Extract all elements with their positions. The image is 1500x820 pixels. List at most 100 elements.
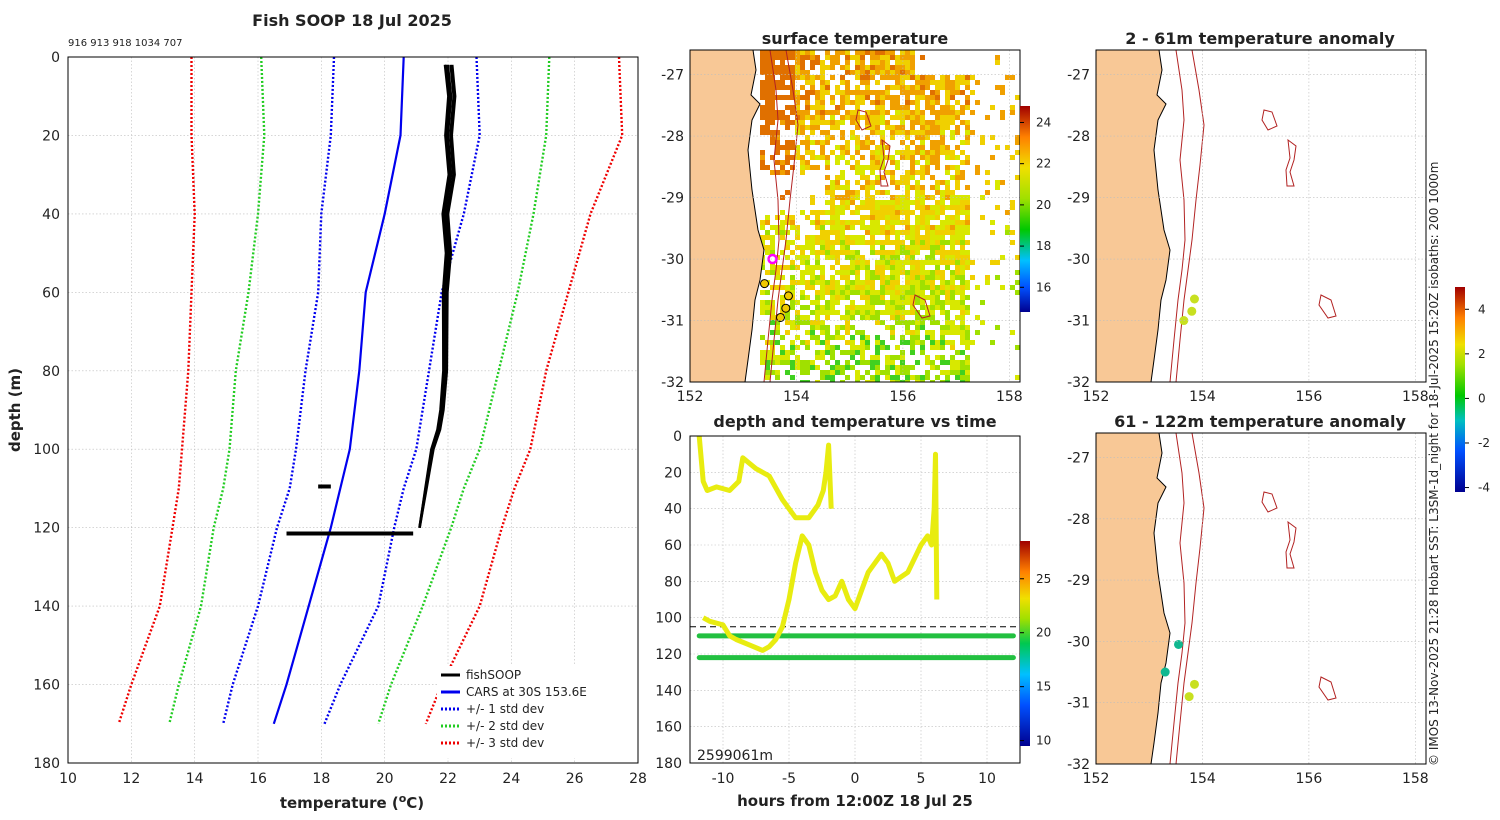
sst-pixel <box>860 340 865 345</box>
sst-pixel <box>775 325 780 330</box>
sst-pixel <box>890 365 895 370</box>
sst-pixel <box>945 80 950 85</box>
sst-pixel <box>810 150 815 155</box>
sst-pixel <box>930 230 935 235</box>
sst-pixel <box>965 375 970 380</box>
anom-bottom-isobath-1000 <box>1175 433 1205 764</box>
sst-pixel <box>840 370 845 375</box>
sst-pixel <box>890 355 895 360</box>
sst-pixel <box>820 305 825 310</box>
time-xtick-label: -5 <box>782 771 796 787</box>
sst-pixel <box>940 300 945 305</box>
sst-pixel <box>965 255 970 260</box>
sst-pixel <box>875 370 880 375</box>
sst-pixel <box>985 280 990 285</box>
sst-pixel <box>780 345 785 350</box>
sst-pixel <box>915 90 920 95</box>
anom-top-panel: 2 - 61m temperature anomaly 152 154 156 158… <box>1067 29 1429 405</box>
sst-pixel <box>915 150 920 155</box>
sst-pixel <box>955 215 960 220</box>
profile-xtick-label: 12 <box>122 771 140 787</box>
sst-pixel <box>850 255 855 260</box>
sst-pixel <box>800 165 805 170</box>
sst-pixel <box>920 185 925 190</box>
sst-pixel <box>900 110 905 115</box>
sst-pixel <box>925 210 930 215</box>
sst-pixel <box>965 100 970 105</box>
sst-pixel <box>930 360 935 365</box>
sst-pixel <box>940 360 945 365</box>
sst-pixel <box>860 315 865 320</box>
sst-pixel <box>775 285 780 290</box>
sst-pixel <box>845 315 850 320</box>
sst-pixel <box>920 120 925 125</box>
sst-pixel <box>770 85 775 90</box>
sst-ytick-label: -31 <box>661 314 684 330</box>
profile-ytick-label: 140 <box>33 599 60 615</box>
sst-pixel <box>895 65 900 70</box>
sst-pixel <box>945 260 950 265</box>
sst-pixel <box>955 230 960 235</box>
sst-pixel <box>950 370 955 375</box>
sst-pixel <box>850 310 855 315</box>
legend-item-std1: +/- 1 std dev <box>466 702 544 716</box>
sst-pixel <box>800 50 805 55</box>
sst-pixel <box>1010 230 1015 235</box>
sst-pixel <box>845 265 850 270</box>
sst-pixel <box>770 225 775 230</box>
sst-xtick-label: 158 <box>996 389 1023 405</box>
sst-pixel <box>845 360 850 365</box>
sst-pixel <box>905 100 910 105</box>
sst-pixel <box>885 360 890 365</box>
profile-ytick-label: 100 <box>33 442 60 458</box>
anom-bottom-ytick-label: -29 <box>1067 573 1090 589</box>
sst-pixel <box>935 90 940 95</box>
sst-pixel <box>890 55 895 60</box>
sst-pixel <box>970 340 975 345</box>
sst-pixel <box>915 320 920 325</box>
sst-pixel <box>855 85 860 90</box>
sst-pixel <box>935 340 940 345</box>
sst-pixel <box>950 290 955 295</box>
sst-pixel <box>945 150 950 155</box>
sst-pixel <box>790 65 795 70</box>
sst-pixel <box>830 345 835 350</box>
sst-pixel <box>915 95 920 100</box>
profile-series--1-std <box>323 56 481 725</box>
sst-pixel <box>940 325 945 330</box>
sst-pixel <box>870 245 875 250</box>
sst-pixel <box>920 290 925 295</box>
sst-pixel <box>800 140 805 145</box>
sst-pixel <box>825 190 830 195</box>
anom-top-ytick-label: -31 <box>1067 314 1090 330</box>
sst-pixel <box>880 90 885 95</box>
sst-pixel <box>910 320 915 325</box>
sst-pixel <box>935 160 940 165</box>
sst-pixel <box>920 55 925 60</box>
sst-pixel <box>785 190 790 195</box>
sst-pixel <box>860 305 865 310</box>
sst-pixel <box>905 65 910 70</box>
sst-pixel <box>765 270 770 275</box>
sst-pixel <box>900 140 905 145</box>
sst-pixel <box>865 340 870 345</box>
sst-pixel <box>895 250 900 255</box>
sst-pixel <box>900 320 905 325</box>
sst-pixel <box>845 250 850 255</box>
sst-pixel <box>875 145 880 150</box>
sst-pixel <box>800 275 805 280</box>
sst-pixel <box>810 300 815 305</box>
sst-pixel <box>905 325 910 330</box>
sst-pixel <box>815 125 820 130</box>
sst-pixel <box>860 90 865 95</box>
sst-pixel <box>965 130 970 135</box>
sst-pixel <box>935 150 940 155</box>
sst-pixel <box>805 90 810 95</box>
sst-pixel <box>810 125 815 130</box>
anom-bottom-coastline <box>1150 433 1171 764</box>
sst-pixel <box>820 80 825 85</box>
sst-pixel <box>875 275 880 280</box>
sst-pixel <box>950 355 955 360</box>
sst-pixel <box>815 220 820 225</box>
sst-pixel <box>805 105 810 110</box>
